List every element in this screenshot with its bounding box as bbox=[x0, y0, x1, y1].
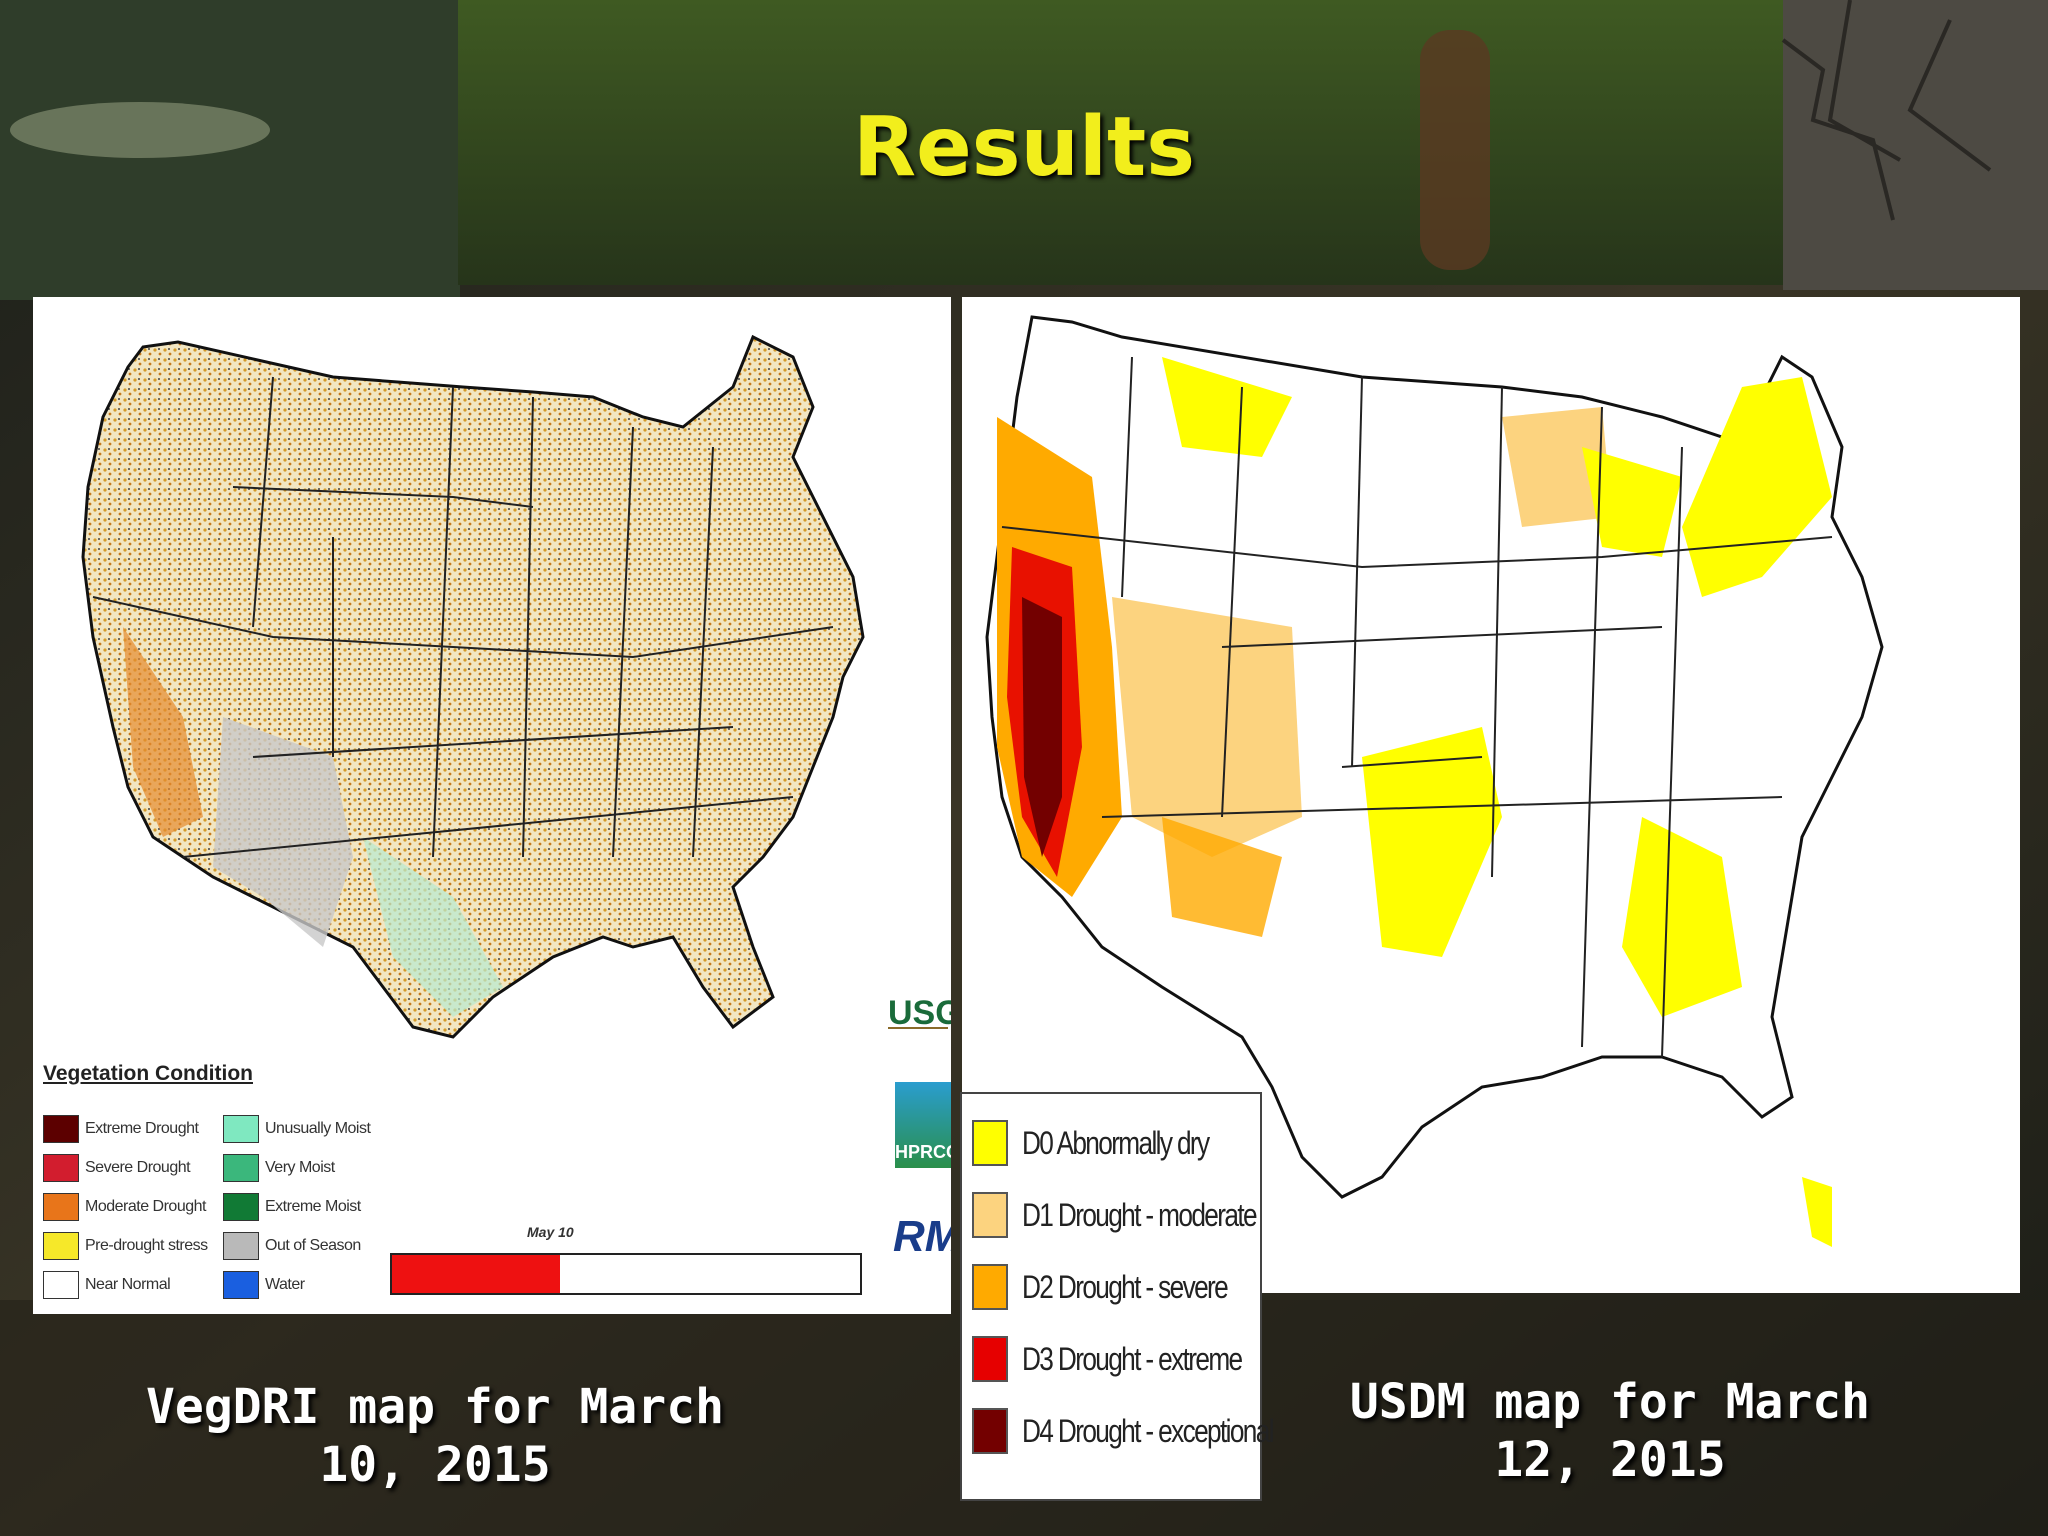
vegdri-legend-item: Extreme Drought bbox=[43, 1115, 199, 1143]
legend-label: Extreme Drought bbox=[85, 1120, 199, 1137]
timeline-progress-fill bbox=[392, 1255, 561, 1293]
usdm-caption: USDM map for March 12, 2015 bbox=[1290, 1373, 1930, 1489]
legend-label: D2 Drought - severe bbox=[1022, 1268, 1229, 1305]
vegdri-legend-item: Near Normal bbox=[43, 1271, 171, 1299]
usdm-us-map bbox=[985, 315, 1884, 1247]
caption-line: 10, 2015 bbox=[319, 1437, 551, 1493]
usdm-legend-item: D2 Drought - severe bbox=[972, 1260, 1272, 1314]
ndmc-logo bbox=[888, 987, 948, 1029]
rma-logo: RM bbox=[893, 1212, 951, 1261]
vegdri-map-panel: Vegetation Condition Extreme Drought Sev… bbox=[33, 297, 951, 1314]
legend-swatch bbox=[972, 1336, 1008, 1382]
legend-label: Very Moist bbox=[265, 1159, 335, 1176]
vegdri-caption: VegDRI map for March 10, 2015 bbox=[90, 1378, 780, 1494]
hprcc-logo: HPRCC bbox=[895, 1082, 951, 1168]
legend-label: Near Normal bbox=[85, 1276, 171, 1293]
legend-label: Extreme Moist bbox=[265, 1198, 361, 1215]
legend-swatch bbox=[43, 1193, 79, 1221]
legend-label: Severe Drought bbox=[85, 1159, 191, 1176]
vegdri-us-map bbox=[81, 334, 865, 1039]
legend-swatch bbox=[972, 1264, 1008, 1310]
legend-swatch bbox=[972, 1408, 1008, 1454]
legend-label: Water bbox=[265, 1276, 305, 1293]
legend-swatch bbox=[43, 1115, 79, 1143]
usdm-legend-item: D0 Abnormally dry bbox=[972, 1116, 1249, 1170]
legend-swatch bbox=[223, 1115, 259, 1143]
legend-label: D3 Drought - extreme bbox=[1022, 1340, 1243, 1377]
caption-line: VegDRI map for March bbox=[146, 1379, 724, 1435]
usdm-legend: D0 Abnormally dry D1 Drought - moderate … bbox=[960, 1092, 1275, 1501]
vegdri-legend-item: Severe Drought bbox=[43, 1154, 191, 1182]
usdm-map-panel bbox=[962, 297, 2020, 1293]
usdm-legend-item: D4 Drought - exceptional bbox=[972, 1404, 1328, 1458]
slide-title: Results bbox=[852, 100, 1196, 195]
legend-label: D4 Drought - exceptional bbox=[1022, 1412, 1275, 1449]
caption-line: USDM map for March bbox=[1349, 1374, 1871, 1430]
legend-label: D1 Drought - moderate bbox=[1022, 1196, 1258, 1233]
legend-label: D0 Abnormally dry bbox=[1022, 1124, 1210, 1161]
caption-line: 12, 2015 bbox=[1494, 1432, 1726, 1488]
vegdri-legend-item: Very Moist bbox=[223, 1154, 335, 1182]
legend-swatch bbox=[223, 1232, 259, 1260]
legend-swatch bbox=[43, 1271, 79, 1299]
legend-swatch bbox=[223, 1154, 259, 1182]
legend-swatch bbox=[43, 1232, 79, 1260]
timeline-progress-bar bbox=[390, 1253, 862, 1295]
legend-swatch bbox=[43, 1154, 79, 1182]
timeline-label: May 10 bbox=[527, 1224, 574, 1240]
legend-swatch bbox=[223, 1271, 259, 1299]
vegdri-legend-item: Unusually Moist bbox=[223, 1115, 371, 1143]
legend-swatch bbox=[223, 1193, 259, 1221]
vegdri-legend-item: Out of Season bbox=[223, 1232, 361, 1260]
vegdri-us-outline bbox=[81, 334, 865, 1039]
legend-label: Moderate Drought bbox=[85, 1198, 206, 1215]
legend-label: Pre-drought stress bbox=[85, 1237, 208, 1254]
legend-swatch bbox=[972, 1192, 1008, 1238]
usdm-legend-item: D3 Drought - extreme bbox=[972, 1332, 1290, 1386]
vegdri-legend-item: Water bbox=[223, 1271, 305, 1299]
vegdri-legend-title: Vegetation Condition bbox=[43, 1062, 253, 1085]
legend-swatch bbox=[972, 1120, 1008, 1166]
usgs-logo: USG bbox=[888, 994, 951, 1032]
vegdri-legend-item: Extreme Moist bbox=[223, 1193, 361, 1221]
vegdri-legend-item: Pre-drought stress bbox=[43, 1232, 208, 1260]
legend-label: Out of Season bbox=[265, 1237, 361, 1254]
vegdri-legend-item: Moderate Drought bbox=[43, 1193, 206, 1221]
usdm-legend-item: D1 Drought - moderate bbox=[972, 1188, 1307, 1242]
legend-label: Unusually Moist bbox=[265, 1120, 371, 1137]
